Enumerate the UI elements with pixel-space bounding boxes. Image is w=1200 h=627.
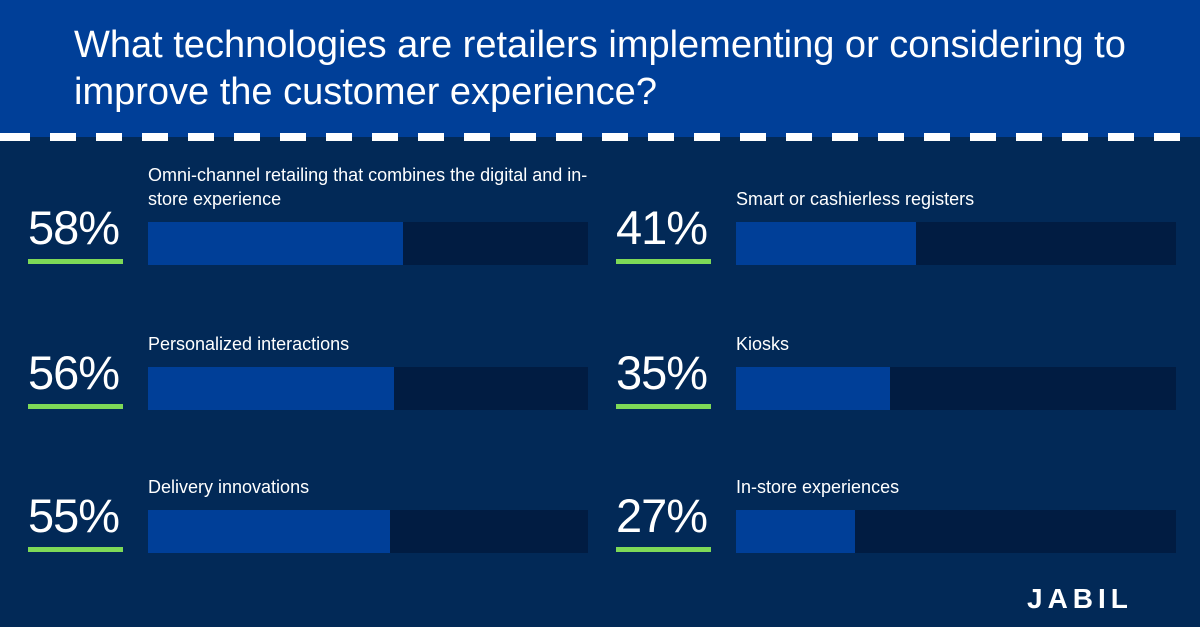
value-label: 41% (616, 201, 708, 254)
bar (736, 510, 855, 553)
category-label: Delivery innovations (148, 477, 310, 497)
bar (148, 222, 404, 265)
bar-track (148, 367, 588, 410)
value-label: 56% (28, 346, 120, 399)
category-label: Kiosks (736, 334, 790, 354)
bar (736, 367, 890, 410)
value-label: 27% (616, 489, 708, 542)
value-underline (28, 259, 123, 264)
bar-track (148, 510, 588, 553)
category-label: Smart or cashierless registers (736, 189, 975, 209)
dashed-divider (0, 133, 1200, 141)
value-label: 35% (616, 346, 708, 399)
category-label: Personalized interactions (148, 334, 350, 354)
category-label: In-store experiences (736, 477, 900, 497)
bar-track (736, 510, 1176, 553)
value-underline (616, 404, 711, 409)
category-label: Omni-channel retailing that combines the… (148, 165, 588, 209)
bar-track (148, 222, 588, 265)
header-banner: What technologies are retailers implemen… (0, 0, 1200, 137)
value-underline (616, 259, 711, 264)
value-label: 55% (28, 489, 120, 542)
value-label: 58% (28, 201, 120, 254)
chart-title: What technologies are retailers implemen… (74, 24, 1126, 113)
value-underline (28, 404, 123, 409)
bar (148, 367, 395, 410)
jabil-logo: JABIL (1027, 583, 1133, 614)
bar (148, 510, 390, 553)
bar (736, 222, 917, 265)
value-underline (616, 547, 711, 552)
value-underline (28, 547, 123, 552)
bar-track (736, 367, 1176, 410)
bar-track (736, 222, 1176, 265)
